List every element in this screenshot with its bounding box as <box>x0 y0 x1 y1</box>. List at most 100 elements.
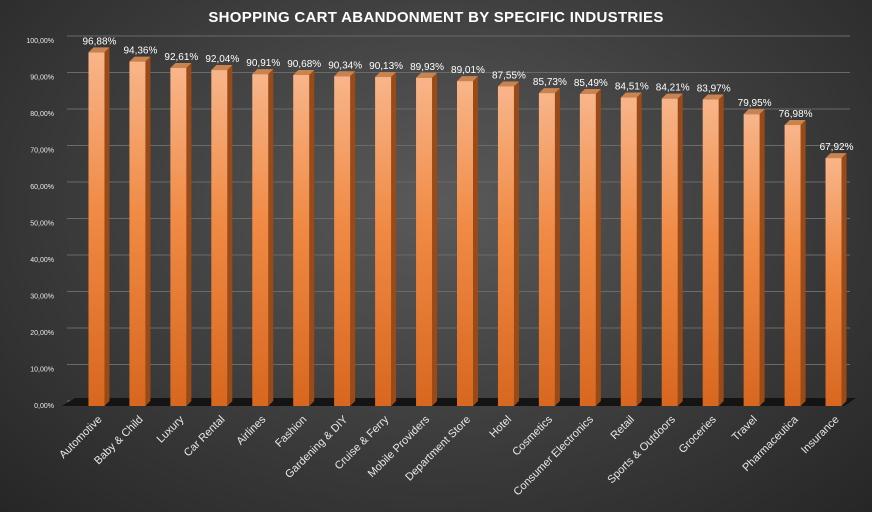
y-tick-label: 70,00% <box>30 148 54 155</box>
bar-side <box>554 88 560 406</box>
bar-front <box>88 52 105 406</box>
bar-top <box>252 69 274 75</box>
y-tick-label: 40,00% <box>30 257 54 264</box>
bar-top <box>784 120 806 126</box>
bar-front <box>170 67 187 406</box>
bar-18 <box>784 120 806 406</box>
bar-7 <box>334 71 356 406</box>
data-label: 89,01% <box>451 65 485 76</box>
bar-side <box>145 56 151 406</box>
x-tick-label: Retail <box>609 414 637 442</box>
y-tick-label: 10,00% <box>30 367 54 374</box>
bar-17 <box>743 109 765 407</box>
data-label: 79,95% <box>738 98 772 109</box>
bar-side <box>104 47 110 406</box>
bar-4 <box>211 65 233 406</box>
bar-19 <box>825 153 847 406</box>
bar-8 <box>375 72 397 406</box>
bar-side <box>432 72 438 407</box>
data-label: 84,51% <box>615 82 649 93</box>
bar-top <box>129 56 151 62</box>
bar-front <box>579 93 596 407</box>
bar-top <box>620 92 642 98</box>
bar-6 <box>293 70 315 406</box>
bar-12 <box>538 88 560 406</box>
bar-front <box>661 98 678 407</box>
y-tick-label: 90,00% <box>30 75 54 82</box>
data-label: 85,49% <box>574 78 608 89</box>
bar-side <box>677 93 683 407</box>
y-tick-label: 30,00% <box>30 294 54 301</box>
data-label: 90,68% <box>287 59 321 70</box>
data-label: 90,34% <box>328 60 362 71</box>
bar-side <box>186 62 192 406</box>
data-label: 85,73% <box>533 77 567 88</box>
bar-top <box>457 76 478 82</box>
bar-10 <box>457 76 478 407</box>
x-tick-label: Airlines <box>234 413 268 447</box>
y-tick-label: 80,00% <box>30 111 54 118</box>
bar-side <box>636 92 642 406</box>
bar-top <box>538 88 560 94</box>
bar-2 <box>129 56 151 406</box>
bar-front <box>538 93 555 406</box>
bar-side <box>350 71 356 406</box>
data-label: 67,92% <box>820 142 854 153</box>
bar-side <box>595 88 601 407</box>
y-tick-label: 50,00% <box>30 221 54 228</box>
bar-side <box>718 94 724 407</box>
data-label: 83,97% <box>697 84 731 95</box>
data-label: 89,93% <box>410 62 444 73</box>
data-label: 90,91% <box>246 58 280 69</box>
bar-front <box>129 61 146 406</box>
bar-16 <box>702 94 724 407</box>
bar-side <box>227 65 233 406</box>
bar-side <box>473 76 478 407</box>
data-label: 92,04% <box>205 54 239 65</box>
bar-front <box>293 75 310 406</box>
bar-top <box>743 109 765 115</box>
x-tick-label: Travel <box>730 414 760 444</box>
data-label: 76,98% <box>779 109 813 120</box>
chart-title: SHOPPING CART ABANDONMENT BY SPECIFIC IN… <box>208 9 663 26</box>
bar-front <box>784 125 801 406</box>
x-tick-label: Car Rental <box>182 414 228 460</box>
bar-side <box>800 120 806 406</box>
bar-side <box>841 153 847 406</box>
bar-front <box>457 81 473 407</box>
bar-side <box>309 70 315 406</box>
bar-5 <box>252 69 274 406</box>
data-label: 90,13% <box>369 61 403 72</box>
bar-13 <box>579 88 601 407</box>
bar-top <box>497 81 519 87</box>
bar-front <box>375 77 392 406</box>
bar-top <box>416 72 438 78</box>
bar-side <box>391 72 397 406</box>
x-tick-label: Luxury <box>155 413 187 445</box>
bar-top <box>334 71 356 77</box>
bar-top <box>661 93 683 99</box>
bar-15 <box>661 93 683 407</box>
y-tick-label: 0,00% <box>34 403 54 410</box>
data-label: 94,36% <box>123 46 157 57</box>
data-label: 92,61% <box>164 52 198 63</box>
bar-14 <box>620 92 642 406</box>
bar-front <box>825 158 842 406</box>
bar-top <box>579 88 601 94</box>
bar-front <box>211 70 228 406</box>
bar-top <box>825 153 847 159</box>
bar-front <box>334 76 351 406</box>
y-tick-label: 100,00% <box>26 38 54 45</box>
bar-front <box>743 114 760 407</box>
data-label: 96,88% <box>83 36 117 47</box>
x-tick-label: Hotel <box>487 414 514 441</box>
data-label: 84,21% <box>656 83 690 94</box>
x-tick-label: Insurance <box>799 414 842 457</box>
bar-front <box>702 99 719 407</box>
data-label: 87,55% <box>492 70 526 81</box>
bar-9 <box>416 72 438 407</box>
bar-front <box>416 77 433 407</box>
x-tick-label: Groceries <box>677 413 720 456</box>
bar-11 <box>497 81 519 406</box>
